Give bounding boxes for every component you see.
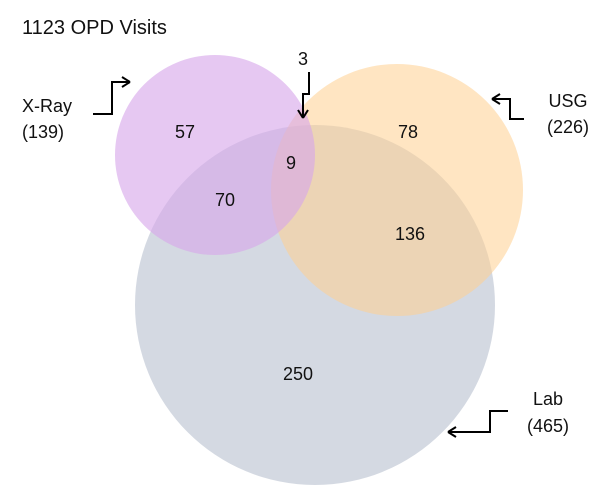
usg-only-count: 78 [398,122,418,142]
xray-only-count: 57 [175,122,195,142]
all-three-count: 9 [286,153,296,173]
diagram-title: 1123 OPD Visits [22,17,167,39]
lab-only-count: 250 [283,364,313,384]
lab-arrow-icon [447,410,508,438]
xray-lab-only-count: 70 [215,190,235,210]
usg-set-name: USG [548,91,587,111]
xray-arrow-icon [93,76,131,115]
usg-arrow-icon [491,93,524,120]
xray-set-total: (139) [22,122,64,142]
intersection-arrow-icon [297,72,310,119]
lab-set-name: Lab [533,389,563,409]
lab-set-total: (465) [527,416,569,436]
circle-xray [115,55,315,255]
xray-set-name: X-Ray [22,96,72,116]
circle-usg [271,64,523,316]
usg-lab-only-count: 136 [395,224,425,244]
xray-usg-only-count: 3 [298,49,308,69]
usg-set-total: (226) [547,117,589,137]
